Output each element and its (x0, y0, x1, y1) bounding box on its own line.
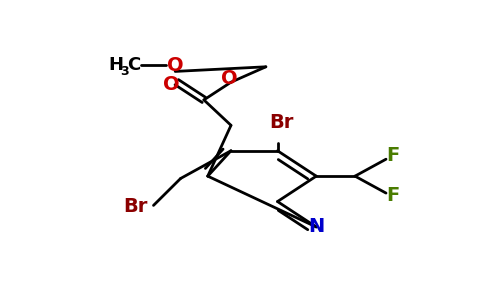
Text: O: O (163, 75, 180, 94)
Text: 3: 3 (121, 65, 129, 78)
Text: O: O (167, 56, 183, 75)
Text: F: F (386, 146, 399, 165)
Text: Br: Br (269, 113, 294, 132)
Text: Br: Br (123, 197, 147, 216)
Text: H: H (109, 56, 124, 74)
Text: C: C (127, 56, 140, 74)
Text: F: F (386, 186, 399, 205)
Text: N: N (308, 218, 324, 236)
Text: O: O (221, 69, 238, 88)
